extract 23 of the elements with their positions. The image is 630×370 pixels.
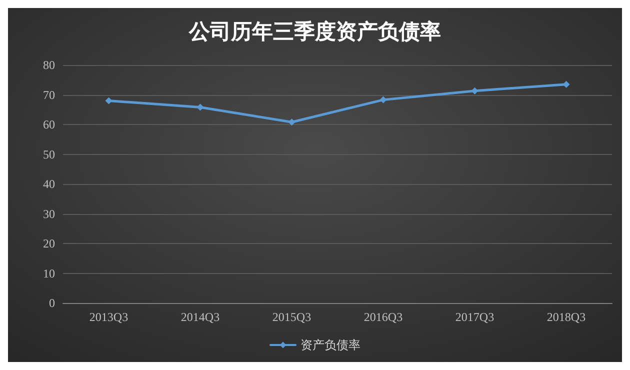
x-tick-label: 2018Q3 <box>546 310 586 324</box>
x-tick-label: 2015Q3 <box>272 310 312 324</box>
y-tick-label: 10 <box>43 266 55 280</box>
legend-label: 资产负债率 <box>300 338 360 352</box>
y-tick-label: 30 <box>43 206 55 221</box>
y-tick-label: 50 <box>43 147 55 162</box>
y-tick-label: 20 <box>43 236 55 250</box>
y-tick-label: 80 <box>43 58 55 72</box>
y-tick-label: 60 <box>43 118 55 132</box>
x-tick-label: 2014Q3 <box>180 310 220 324</box>
y-tick-label: 40 <box>43 177 55 191</box>
point <box>471 87 478 94</box>
y-tick-label: 0 <box>49 296 55 310</box>
point <box>562 80 570 88</box>
x-tick-label: 2013Q3 <box>89 310 128 324</box>
point <box>288 118 296 126</box>
point <box>380 96 387 104</box>
x-tick-label: 2017Q3 <box>455 310 494 324</box>
point <box>105 97 112 104</box>
x-tick-label: 2016Q3 <box>364 310 403 324</box>
y-tick-label: 70 <box>43 88 55 102</box>
chart-title: 公司历年三季度资产负债率 <box>188 20 441 44</box>
point <box>196 104 204 111</box>
